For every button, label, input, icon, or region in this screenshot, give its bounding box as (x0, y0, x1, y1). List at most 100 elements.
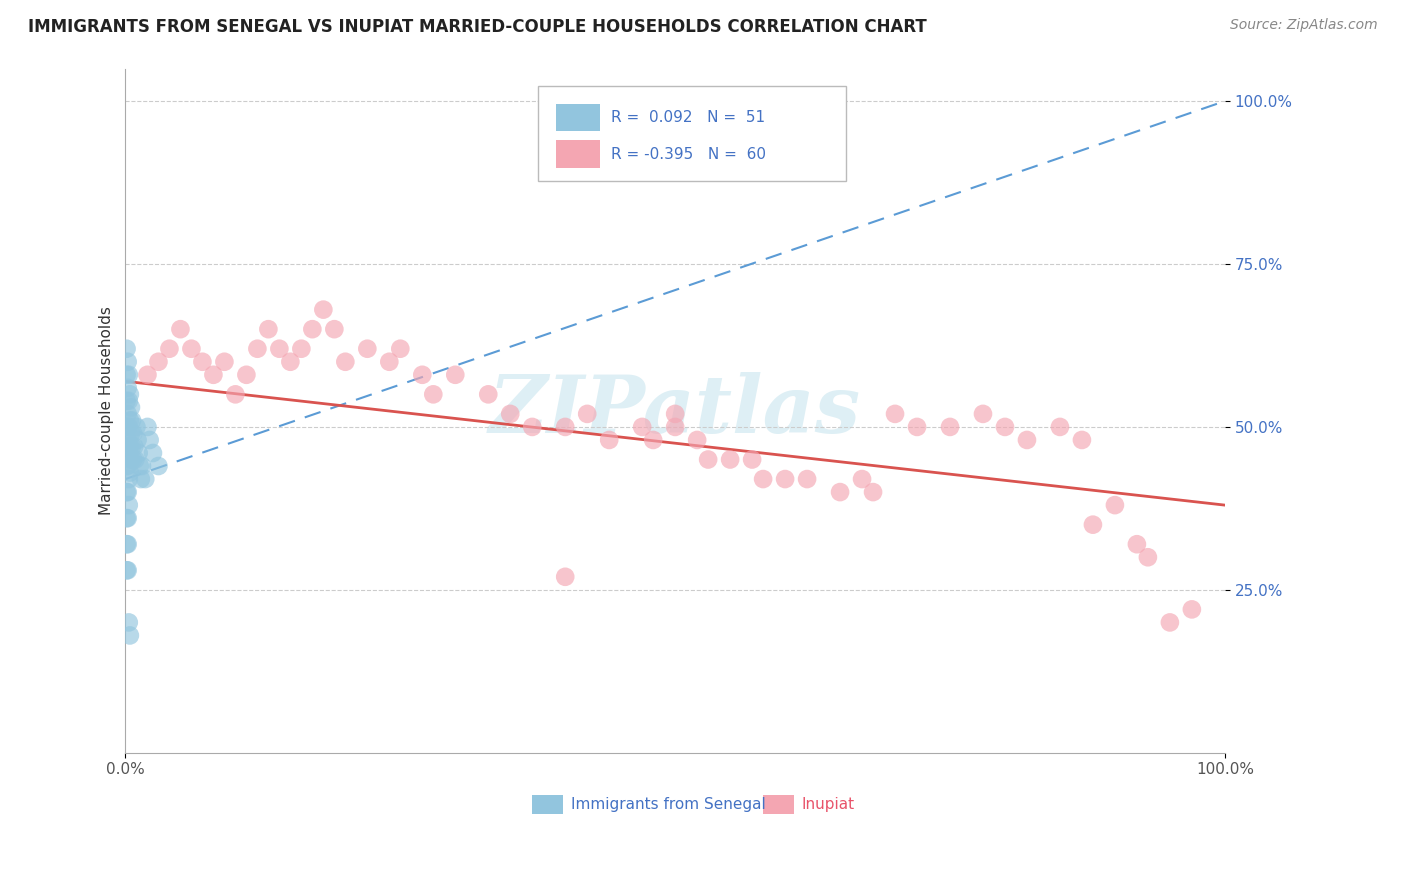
Point (117, 511, 139, 525)
Point (422, 387, 444, 401)
Point (121, 440, 143, 454)
Y-axis label: Married-couple Households: Married-couple Households (100, 306, 114, 515)
Point (1015, 433, 1038, 447)
Point (631, 420, 654, 434)
Point (598, 433, 620, 447)
Point (905, 420, 928, 434)
Point (136, 420, 159, 434)
Point (121, 413, 143, 427)
Point (643, 433, 665, 447)
Point (118, 393, 141, 408)
Point (1049, 420, 1071, 434)
Point (118, 440, 141, 454)
Point (576, 407, 599, 421)
Point (1104, 498, 1126, 512)
FancyBboxPatch shape (533, 795, 562, 814)
Point (128, 458, 150, 473)
FancyBboxPatch shape (557, 104, 600, 131)
Point (269, 342, 291, 356)
Point (127, 433, 149, 447)
Point (389, 342, 412, 356)
Point (115, 440, 138, 454)
Point (118, 387, 141, 401)
Point (159, 342, 181, 356)
Point (118, 466, 141, 480)
Point (1181, 602, 1204, 616)
Point (122, 452, 145, 467)
Point (884, 407, 907, 421)
Text: ZIPatlas: ZIPatlas (489, 372, 862, 450)
Point (1136, 550, 1159, 565)
Point (664, 420, 686, 434)
Point (117, 355, 139, 369)
Point (117, 563, 139, 577)
Point (128, 446, 150, 460)
Point (117, 433, 139, 447)
Point (117, 458, 139, 473)
Point (851, 472, 873, 486)
Point (1126, 537, 1149, 551)
Point (120, 452, 142, 467)
Point (741, 452, 763, 467)
Point (134, 472, 156, 486)
Point (862, 485, 884, 500)
Point (117, 485, 139, 500)
Point (129, 472, 152, 486)
Point (378, 355, 401, 369)
Point (664, 407, 686, 421)
Point (142, 446, 165, 460)
Point (115, 537, 138, 551)
Point (939, 420, 962, 434)
Point (246, 342, 269, 356)
Point (115, 458, 138, 473)
Point (138, 433, 160, 447)
Point (522, 420, 544, 434)
Point (115, 342, 138, 356)
Point (773, 472, 796, 486)
Point (118, 498, 141, 512)
Text: R =  0.092   N =  51: R = 0.092 N = 51 (612, 111, 765, 125)
Text: Inupiat: Inupiat (801, 797, 855, 813)
Point (312, 302, 335, 317)
Point (148, 355, 170, 369)
Point (972, 407, 994, 421)
Point (280, 355, 302, 369)
Point (118, 615, 141, 630)
Point (214, 355, 236, 369)
Point (118, 413, 141, 427)
Point (115, 485, 138, 500)
Point (1071, 433, 1094, 447)
Point (235, 368, 257, 382)
Point (191, 355, 214, 369)
Point (411, 368, 433, 382)
Point (117, 381, 139, 395)
Point (290, 342, 312, 356)
Point (148, 458, 170, 473)
Point (115, 368, 138, 382)
Point (1159, 615, 1181, 630)
Point (118, 628, 141, 642)
Point (131, 458, 153, 473)
Point (118, 420, 141, 434)
Point (115, 420, 138, 434)
Point (124, 452, 146, 467)
Point (356, 342, 378, 356)
Point (125, 420, 148, 434)
Point (686, 433, 709, 447)
Point (117, 407, 139, 421)
FancyBboxPatch shape (557, 140, 600, 168)
Point (115, 563, 138, 577)
Point (323, 322, 346, 336)
Point (554, 570, 576, 584)
Point (122, 426, 145, 441)
Text: R = -0.395   N =  60: R = -0.395 N = 60 (612, 146, 766, 161)
Point (115, 511, 138, 525)
Point (257, 322, 280, 336)
Point (120, 426, 142, 441)
Point (224, 387, 246, 401)
Point (335, 355, 357, 369)
Point (752, 472, 775, 486)
FancyBboxPatch shape (763, 795, 794, 814)
Point (994, 420, 1017, 434)
Text: IMMIGRANTS FROM SENEGAL VS INUPIAT MARRIED-COUPLE HOUSEHOLDS CORRELATION CHART: IMMIGRANTS FROM SENEGAL VS INUPIAT MARRI… (28, 18, 927, 36)
